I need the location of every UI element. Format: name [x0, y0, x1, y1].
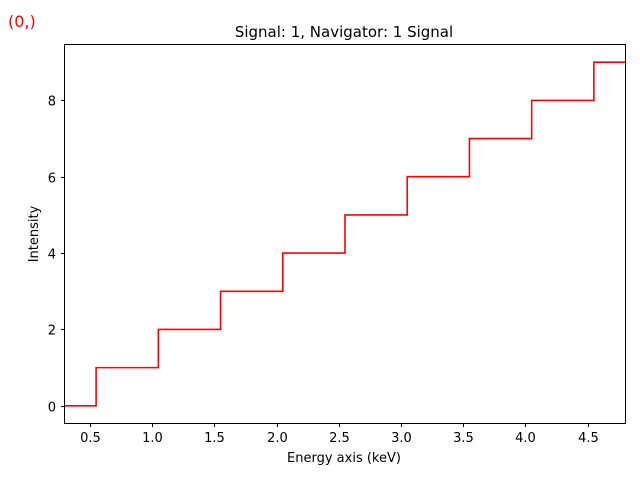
x-tick-label: 1.0	[142, 431, 163, 446]
x-tick-label: 1.5	[204, 431, 225, 446]
x-tick-label: 2.5	[329, 431, 350, 446]
x-tick-label: 3.5	[453, 431, 474, 446]
x-axis: 0.5 1.0 1.5 2.0 2.5 3.0 3.5 4.0 4.5	[80, 423, 599, 446]
series-line	[65, 61, 625, 407]
x-tick-label: 3.0	[391, 431, 412, 446]
y-axis-label: Intensity	[27, 205, 42, 262]
y-tick-label: 0	[48, 401, 56, 416]
y-tick-label: 4	[48, 248, 56, 263]
x-tick-label: 4.5	[578, 431, 599, 446]
x-tick-label: 2.0	[267, 431, 288, 446]
y-axis: 0 2 4 6 8	[48, 95, 65, 416]
axes-frame	[64, 44, 626, 424]
x-axis-label: Energy axis (keV)	[287, 451, 401, 466]
chart-title: Signal: 1, Navigator: 1 Signal	[235, 23, 453, 41]
y-tick-label: 2	[48, 324, 56, 339]
coordinate-indicator: (0,)	[8, 12, 36, 31]
plot-area	[65, 61, 625, 407]
x-tick-label: 4.0	[515, 431, 536, 446]
x-tick-label: 0.5	[80, 431, 101, 446]
y-tick-label: 8	[48, 95, 56, 110]
y-tick-label: 6	[48, 172, 56, 187]
